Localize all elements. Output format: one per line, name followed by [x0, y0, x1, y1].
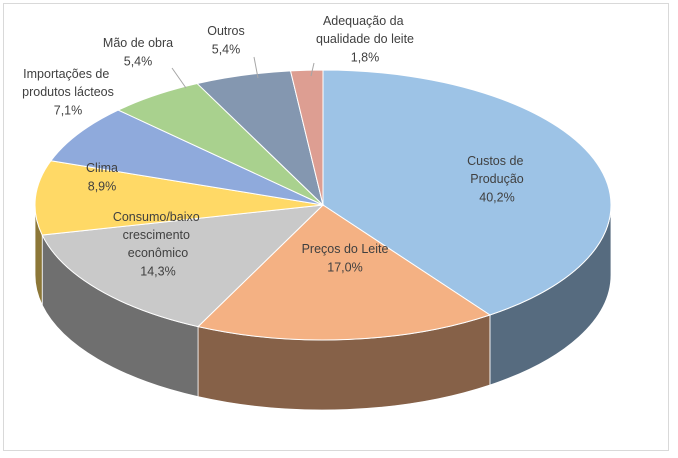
category-label: Mão de obra: [103, 36, 173, 50]
value-label: 5,4%: [124, 54, 153, 68]
label-line: Preços do Leite: [302, 242, 389, 256]
label-line: crescimento: [123, 228, 194, 242]
value-label: 17,0%: [327, 260, 362, 274]
label-line: Clima: [86, 161, 118, 175]
value-label: 7,1%: [54, 103, 83, 117]
leader-line: [310, 62, 315, 77]
category-label: Clima: [86, 161, 118, 175]
label-line: Custos de: [467, 154, 527, 168]
value-label: 40,2%: [479, 190, 514, 204]
slice-top: [197, 204, 492, 341]
category-label: Adequação da qualidade do leite: [316, 14, 414, 46]
label-line: Importações de: [23, 67, 113, 81]
value-label: 1,8%: [351, 50, 380, 64]
slice: [50, 109, 324, 206]
slice-top: [34, 160, 324, 236]
pie-tops: [34, 69, 612, 341]
value-label: 5,4%: [212, 42, 241, 56]
slice: [289, 69, 324, 206]
slice-top: [322, 69, 612, 316]
label-line: qualidade do leite: [316, 32, 414, 46]
slice: [197, 204, 492, 341]
slice: [34, 160, 324, 236]
leader-line: [171, 67, 187, 89]
value-label: 14,3%: [140, 264, 175, 278]
label-line: Outros: [207, 24, 245, 38]
leader-line: [253, 56, 259, 79]
label-line: Consumo/baixo: [113, 210, 203, 224]
category-label: Custos de Produção: [467, 154, 527, 186]
category-label: Consumo/baixo crescimento econômico: [113, 210, 203, 260]
label-line: Adequação da: [323, 14, 407, 28]
label-line: econômico: [128, 246, 188, 260]
slice: [322, 69, 612, 316]
slice: [41, 204, 325, 328]
value-label: 8,9%: [88, 179, 117, 193]
label-line: Produção: [470, 172, 524, 186]
label-line: produtos lácteos: [22, 85, 114, 99]
slice-top: [50, 109, 324, 206]
category-label: Importações de produtos lácteos: [22, 67, 114, 99]
labels: Custos de Produção 40,2% Preços do Leite 17…: [22, 14, 527, 278]
category-label: Outros: [207, 24, 245, 38]
label-line: Mão de obra: [103, 36, 173, 50]
category-label: Preços do Leite: [302, 242, 389, 256]
slice-top: [41, 204, 325, 328]
slice-top: [289, 69, 324, 206]
